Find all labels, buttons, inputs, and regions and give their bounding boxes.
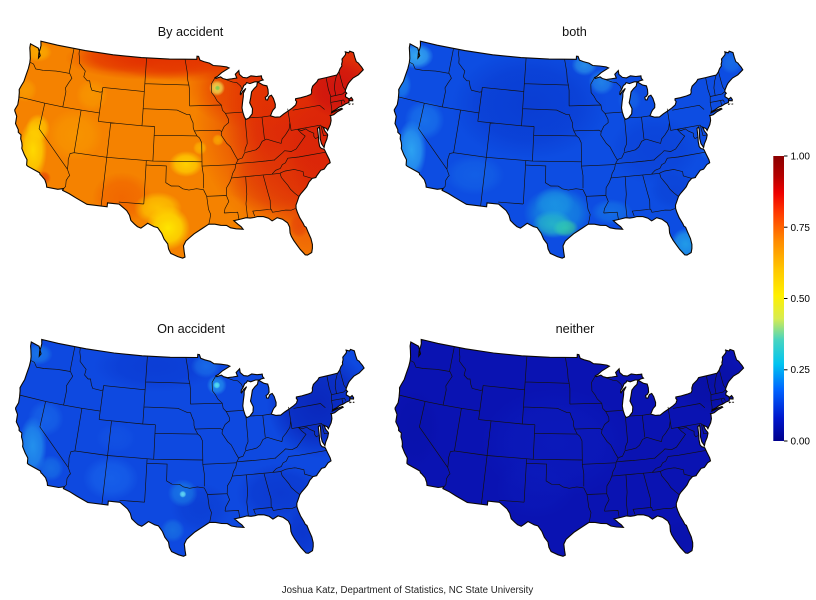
svg-text:0.00: 0.00 bbox=[791, 437, 811, 448]
svg-text:0.25: 0.25 bbox=[791, 365, 811, 376]
svg-text:Joshua Katz, Department of Sta: Joshua Katz, Department of Statistics, N… bbox=[282, 585, 534, 596]
svg-text:0.75: 0.75 bbox=[791, 223, 811, 234]
svg-text:neither: neither bbox=[556, 322, 596, 336]
svg-text:By accident: By accident bbox=[158, 25, 224, 39]
svg-text:1.00: 1.00 bbox=[791, 152, 811, 163]
svg-text:0.50: 0.50 bbox=[791, 294, 811, 305]
svg-text:both: both bbox=[562, 25, 587, 39]
svg-text:On accident: On accident bbox=[157, 322, 225, 336]
